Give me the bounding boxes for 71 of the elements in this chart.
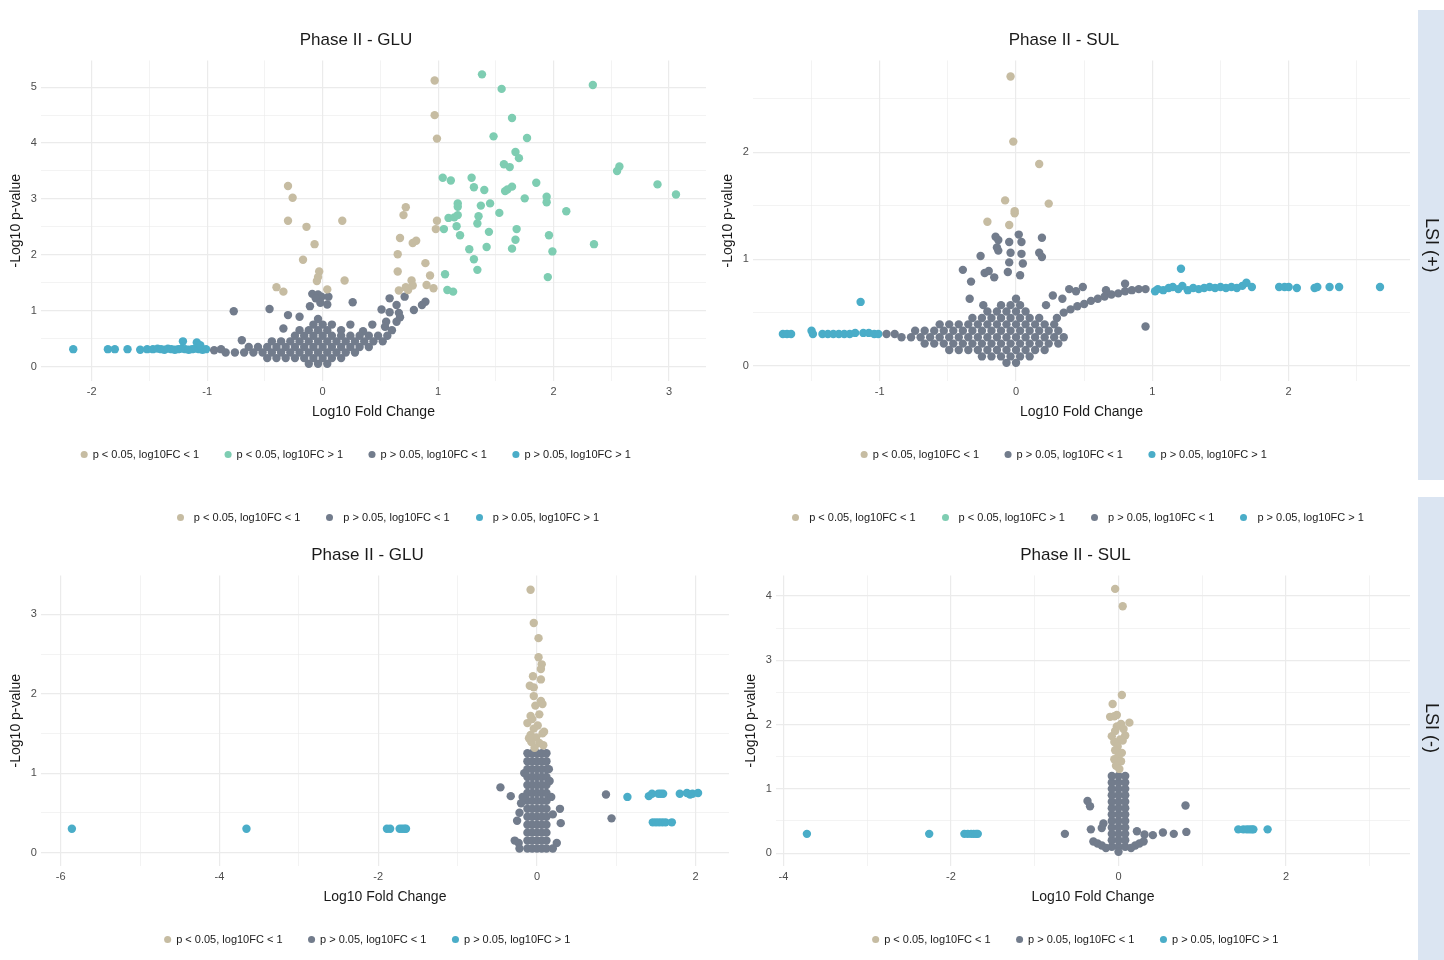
x-tick-label: 0 [319,384,326,397]
legend-label: p > 0.05, log10FC < 1 [1016,447,1123,460]
x-tick-label: -4 [778,869,789,882]
x-tick-label: 2 [1285,384,1292,397]
x-tick-label: 1 [1149,384,1156,397]
x-tick-label: -1 [874,384,885,397]
x-tick-label: 2 [550,384,557,397]
x-tick-label: 1 [435,384,442,397]
y-tick-label: 2 [742,145,749,158]
y-axis-title: -Log10 p-value [7,673,24,768]
chart-title: Phase II - SUL [1020,544,1131,564]
legend-label: p < 0.05, log10FC < 1 [176,932,283,945]
text: p > 0.05, log10FC < 1 [1108,511,1215,523]
y-tick-label: 1 [742,252,749,265]
y-tick-label: 1 [30,766,37,779]
chart-title: Phase II - SUL [1008,29,1120,49]
legend-label: p < 0.05, log10FC < 1 [884,932,991,945]
legend-label: p > 0.05, log10FC > 1 [463,932,571,945]
y-tick-label: 4 [765,589,772,601]
y-tick-label: 3 [30,607,37,620]
y-tick-label: 5 [30,80,37,93]
legend-label: p > 0.05, log10FC < 1 [380,447,487,460]
x-axis-title: Log10 Fold Change [311,403,436,420]
chart-title: Phase II - GLU [299,29,413,49]
legend-label: p > 0.05, log10FC < 1 [320,932,427,945]
legend-label: p > 0.05, log10FC > 1 [1171,932,1279,945]
y-tick-label: 3 [30,191,37,204]
x-tick-label: 0 [533,869,540,882]
text: LSI (+) [1420,217,1442,273]
y-tick-label: 4 [30,136,37,149]
text: p > 0.05, log10FC > 1 [1257,511,1364,523]
x-tick-label: 2 [692,869,699,882]
legend-label: p > 0.05, log10FC < 1 [1028,932,1135,945]
x-axis-title: Log10 Fold Change [323,888,447,905]
x-tick-label: 0 [1012,384,1020,397]
y-axis-title: -Log10 p-value [719,173,736,268]
x-tick-label: -6 [55,869,66,882]
x-tick-label: 3 [665,384,673,397]
text: p < 0.05, log10FC > 1 [958,511,1065,523]
y-axis-title: -Log10 p-value [7,173,24,268]
y-tick-label: 0 [765,846,772,859]
y-tick-label: 0 [30,359,37,372]
x-tick-label: 2 [1282,869,1290,882]
legend-label: p < 0.05, log10FC > 1 [236,447,344,460]
legend-label: p > 0.05, log10FC > 1 [1160,447,1267,460]
legend-label: p < 0.05, log10FC < 1 [872,447,980,460]
x-tick-label: -2 [946,869,956,882]
y-axis-title: -Log10 p-value [742,673,759,768]
text: p > 0.05, log10FC > 1 [492,511,600,523]
y-tick-label: 2 [765,717,772,730]
y-tick-label: 1 [30,303,37,316]
x-tick-label: -2 [373,869,384,882]
y-tick-label: 1 [765,781,772,794]
x-tick-label: -2 [86,384,97,397]
y-tick-label: 0 [742,359,749,372]
x-tick-label: -1 [202,384,213,397]
y-tick-label: 2 [30,686,37,699]
chart-title: Phase II - GLU [311,544,424,564]
y-tick-label: 3 [765,653,772,666]
legend-label: p > 0.05, log10FC > 1 [524,447,631,460]
text: p > 0.05, log10FC < 1 [343,511,450,523]
x-axis-title: Log10 Fold Change [1019,403,1144,420]
x-tick-label: 0 [1115,869,1122,882]
y-tick-label: 2 [30,247,37,260]
text: LSI (-) [1420,703,1442,754]
y-tick-label: 0 [30,845,37,858]
legend-label: p < 0.05, log10FC < 1 [92,447,200,460]
x-tick-label: -4 [214,869,225,882]
text: p < 0.05, log10FC < 1 [193,511,301,523]
x-axis-title: Log10 Fold Change [1031,888,1155,905]
text: p < 0.05, log10FC < 1 [809,511,916,523]
